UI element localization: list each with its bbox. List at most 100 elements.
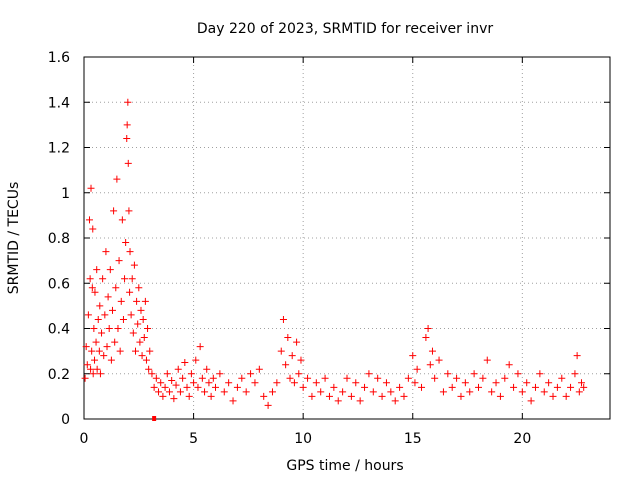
data-point <box>527 397 535 405</box>
data-point <box>400 392 408 400</box>
data-point <box>96 370 104 378</box>
data-point <box>562 392 570 400</box>
data-point <box>83 361 91 369</box>
data-point <box>505 361 513 369</box>
data-point <box>159 392 167 400</box>
data-point <box>567 383 575 391</box>
chart-title: Day 220 of 2023, SRMTID for receiver inv… <box>197 21 493 37</box>
data-point <box>155 388 163 396</box>
data-point <box>125 207 133 215</box>
data-point <box>321 374 329 382</box>
data-point <box>391 397 399 405</box>
data-point <box>85 216 93 224</box>
data-point <box>233 383 241 391</box>
data-point <box>134 320 142 328</box>
data-point <box>100 352 108 360</box>
y-tick-label: 0.4 <box>48 322 70 338</box>
data-point <box>411 379 419 387</box>
data-point <box>501 374 509 382</box>
data-point <box>123 134 131 142</box>
y-tick-label: 0.6 <box>48 276 70 292</box>
data-point <box>152 374 160 382</box>
data-point <box>523 379 531 387</box>
data-point <box>470 370 478 378</box>
data-point <box>279 315 287 323</box>
data-point <box>334 397 342 405</box>
data-point <box>122 239 130 247</box>
data-point <box>295 370 303 378</box>
data-point <box>293 338 301 346</box>
data-point <box>518 388 526 396</box>
data-point <box>242 388 250 396</box>
data-point <box>88 284 96 292</box>
data-point <box>347 392 355 400</box>
x-axis-label: GPS time / hours <box>286 458 403 474</box>
data-point <box>207 392 215 400</box>
data-point <box>116 347 124 355</box>
data-point <box>146 347 154 355</box>
x-tick-label: 20 <box>513 431 531 447</box>
data-point <box>558 374 566 382</box>
data-point <box>101 311 109 319</box>
data-point <box>578 379 586 387</box>
data-point <box>339 388 347 396</box>
y-tick-label: 0 <box>61 412 70 428</box>
data-point <box>475 383 482 391</box>
data-point <box>308 392 316 400</box>
data-point <box>148 370 156 378</box>
data-point <box>187 370 195 378</box>
data-point <box>251 379 259 387</box>
data-point <box>87 365 95 373</box>
data-point <box>304 374 312 382</box>
data-point <box>129 329 137 337</box>
data-point <box>273 379 281 387</box>
data-point <box>174 365 182 373</box>
data-point <box>192 356 200 364</box>
data-point <box>196 343 204 351</box>
data-point <box>247 370 255 378</box>
data-point <box>133 297 141 305</box>
data-point <box>95 347 103 355</box>
data-point <box>81 374 89 382</box>
data-point <box>89 370 97 378</box>
data-point <box>439 388 447 396</box>
data-point <box>201 388 209 396</box>
data-point <box>453 374 461 382</box>
data-point <box>428 347 436 355</box>
data-point <box>409 352 417 360</box>
y-tick-label: 1.2 <box>48 141 70 157</box>
data-point <box>330 383 338 391</box>
data-point <box>121 275 129 283</box>
data-point <box>165 388 173 396</box>
data-point <box>93 266 101 274</box>
axis-ticks: 0 5 10 15 20 0 0.2 0.4 0.6 0.8 1 1.2 1.4 1.6 <box>48 50 610 447</box>
data-point <box>209 374 217 382</box>
data-point <box>466 388 474 396</box>
data-point <box>277 347 285 355</box>
data-point <box>356 397 364 405</box>
data-point <box>128 275 136 283</box>
data-point <box>126 288 134 296</box>
data-point <box>317 388 325 396</box>
data-point <box>264 401 272 409</box>
data-point <box>374 374 382 382</box>
data-point <box>102 248 110 256</box>
data-point <box>225 379 233 387</box>
y-tick-label: 1 <box>61 186 70 202</box>
data-point <box>297 356 305 364</box>
data-point <box>286 374 294 382</box>
data-point <box>132 347 140 355</box>
data-point <box>86 275 94 283</box>
x-tick-label: 0 <box>80 431 89 447</box>
data-point <box>492 379 500 387</box>
data-point <box>138 352 146 360</box>
data-point <box>91 288 99 296</box>
data-point <box>422 334 430 342</box>
data-point <box>115 257 123 265</box>
data-point <box>260 392 268 400</box>
data-point <box>212 383 219 391</box>
data-point <box>84 311 92 319</box>
data-point <box>89 225 97 233</box>
data-point <box>365 370 373 378</box>
